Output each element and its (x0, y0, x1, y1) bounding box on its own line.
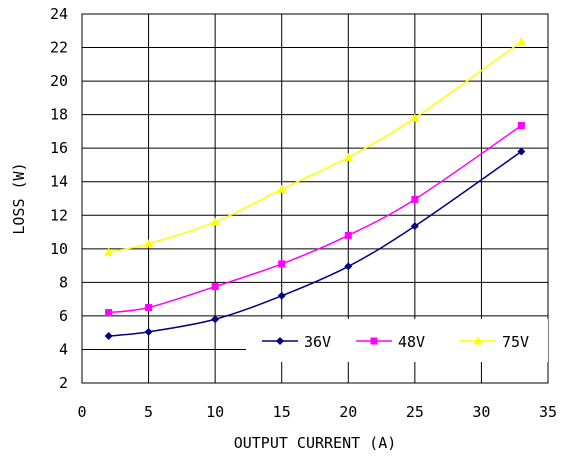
data-point-36v (410, 222, 419, 231)
data-point-75v (210, 217, 220, 226)
y-tick-label: 12 (50, 206, 68, 224)
y-tick-label: 4 (59, 340, 68, 358)
y-tick-label: 10 (50, 240, 68, 258)
grid-lines (82, 14, 548, 383)
data-point-48v (344, 231, 352, 239)
data-point-75v (410, 113, 420, 122)
y-tick-label: 18 (50, 106, 68, 124)
series-layer (104, 37, 526, 341)
data-point-48v (278, 260, 286, 268)
data-point-36v (344, 262, 353, 271)
y-tick-label: 20 (50, 72, 68, 90)
x-tick-label: 25 (406, 403, 424, 421)
x-tick-label: 10 (206, 403, 224, 421)
x-tick-label: 0 (77, 403, 86, 421)
data-point-36v (144, 327, 153, 336)
data-point-75v (343, 152, 353, 161)
legend-label: 36V (304, 333, 331, 351)
y-tick-label: 22 (50, 39, 68, 57)
data-point-48v (145, 304, 153, 312)
y-axis-title: LOSS (W) (10, 162, 28, 234)
data-point-48v (411, 195, 419, 203)
x-tick-label: 20 (339, 403, 357, 421)
y-tick-label: 14 (50, 173, 68, 191)
series-36v (104, 147, 526, 341)
data-point-48v (211, 283, 219, 291)
data-point-48v (105, 309, 113, 317)
data-point-48v (517, 122, 525, 130)
legend: 36V 48V 75V (246, 319, 548, 362)
series-48v (105, 122, 525, 317)
y-tick-label: 8 (59, 273, 68, 291)
y-tick-label: 24 (50, 5, 68, 23)
legend-marker (370, 337, 378, 345)
data-point-36v (517, 147, 526, 156)
plot-frame (81, 13, 549, 384)
x-tick-label: 30 (472, 403, 490, 421)
x-axis-title: OUTPUT CURRENT (A) (234, 434, 397, 452)
legend-marker (276, 337, 284, 345)
data-point-36v (211, 315, 220, 324)
data-point-36v (104, 332, 113, 341)
x-tick-label: 15 (273, 403, 291, 421)
data-point-36v (277, 291, 286, 300)
data-point-75v (144, 239, 154, 248)
x-tick-label: 5 (144, 403, 153, 421)
legend-label: 75V (502, 333, 529, 351)
data-point-75v (104, 247, 114, 256)
x-tick-label: 35 (539, 403, 557, 421)
y-tick-label: 16 (50, 139, 68, 157)
y-tick-label: 2 (59, 374, 68, 392)
legend-label: 48V (398, 333, 425, 351)
data-point-75v (277, 184, 287, 193)
y-tick-label: 6 (59, 307, 68, 325)
data-point-75v (516, 37, 526, 46)
series-75v (104, 37, 526, 256)
legend-marker (473, 336, 483, 345)
